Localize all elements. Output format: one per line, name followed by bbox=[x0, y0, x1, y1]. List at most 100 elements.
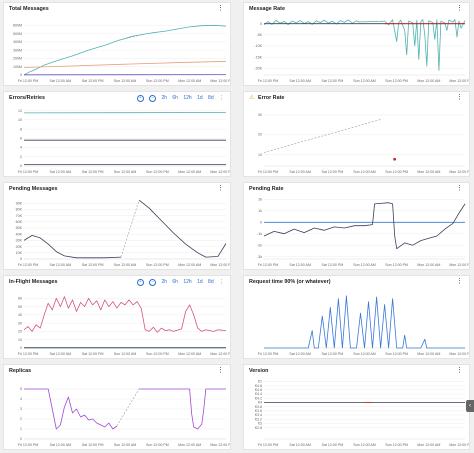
y-tick-label: €4.6 bbox=[255, 388, 262, 392]
panel-version: Version ⋮ €1 €4.8 €4.6 €4.4 €4.2 €4 €3.8 €3.6 €3… bbox=[243, 364, 470, 450]
y-tick-label: €4 bbox=[258, 401, 262, 405]
y-tick-label: €3.6 bbox=[255, 409, 262, 413]
y-tick-label: 30 bbox=[18, 321, 22, 325]
x-tick-label: Sun 12:00 AM bbox=[114, 79, 137, 83]
more-options-icon[interactable]: ⋮ bbox=[456, 5, 463, 12]
y-tick-label: 12 bbox=[18, 109, 22, 113]
range-8d[interactable]: 8d bbox=[208, 279, 214, 285]
x-tick-label: Sun 12:00 PM bbox=[385, 263, 408, 267]
y-tick-label: -15K bbox=[254, 55, 262, 59]
x-tick-label: Mon 12:00 AM bbox=[178, 79, 201, 83]
x-tick-label: Sat 12:00 PM bbox=[82, 79, 104, 83]
y-tick-label: €4.4 bbox=[255, 392, 262, 396]
series-line bbox=[263, 202, 466, 250]
y-tick-label: €3.2 bbox=[255, 417, 262, 421]
more-options-icon[interactable]: ⋮ bbox=[456, 278, 463, 285]
range-1d[interactable]: 1d bbox=[197, 279, 203, 285]
panel-pending-messages: Pending Messages ⋮ 0 10K 20K 30K 40K 50K 60K 70… bbox=[3, 182, 231, 270]
x-tick-label: Mon 12:00 PM bbox=[449, 79, 470, 83]
range-6h[interactable]: 6h bbox=[172, 279, 178, 285]
range-12h[interactable]: 12h bbox=[183, 279, 192, 285]
y-tick-label: 5 bbox=[20, 387, 22, 391]
y-tick-label: 6 bbox=[20, 137, 22, 141]
x-tick-label: Sun 12:00 PM bbox=[146, 170, 169, 174]
range-12h[interactable]: 12h bbox=[183, 95, 192, 101]
y-tick-label: €4.8 bbox=[255, 384, 262, 388]
x-tick-label: Fri 12:00 PM bbox=[258, 443, 279, 447]
panel-title: Errors/Retries bbox=[9, 95, 45, 101]
chart-replicas: 0 1 2 3 4 5 Fri 12:00 PM Sat 12:00 AM Sat 12:00 … bbox=[18, 387, 230, 447]
series-line bbox=[23, 60, 227, 68]
series-line bbox=[263, 19, 466, 71]
series-line bbox=[139, 388, 226, 430]
x-tick-label: Sun 12:00 AM bbox=[353, 443, 376, 447]
warning-icon: ⚠ bbox=[249, 95, 255, 101]
y-tick-label: 600M bbox=[13, 23, 22, 27]
range-8d[interactable]: 8d bbox=[208, 95, 214, 101]
panel-title: Error Rate bbox=[258, 95, 285, 101]
x-tick-label: Fri 12:00 PM bbox=[18, 263, 39, 267]
panel-title: Pending Messages bbox=[9, 186, 58, 192]
range-2h[interactable]: 2h bbox=[161, 95, 168, 101]
x-tick-label: Fri 12:00 PM bbox=[258, 79, 279, 83]
y-tick-label: 100M bbox=[13, 65, 22, 69]
x-tick-label: Sat 12:00 AM bbox=[289, 79, 311, 83]
y-tick-label: 500M bbox=[13, 32, 22, 36]
y-tick-label: 0 bbox=[20, 346, 22, 350]
zoom-out-icon[interactable]: − bbox=[149, 95, 157, 102]
zoom-out-icon[interactable]: − bbox=[149, 279, 157, 286]
x-tick-label: Sun 12:00 AM bbox=[353, 352, 376, 356]
y-tick-label: 200M bbox=[13, 57, 22, 61]
range-2h[interactable]: 2h bbox=[161, 279, 168, 285]
x-tick-label: Sat 12:00 AM bbox=[50, 263, 72, 267]
more-options-icon[interactable]: ⋮ bbox=[217, 5, 224, 12]
x-tick-label: Mon 12:00 AM bbox=[417, 443, 440, 447]
y-tick-label: 50K bbox=[16, 226, 23, 230]
y-tick-label: 20K bbox=[16, 245, 23, 249]
y-tick-label: 30 bbox=[258, 113, 262, 117]
y-tick-label: 0 bbox=[20, 73, 22, 77]
y-tick-label: 40K bbox=[16, 232, 23, 236]
y-tick-label: 30K bbox=[16, 239, 23, 243]
panel-title: In-Flight Messages bbox=[9, 279, 58, 285]
y-tick-label: 1 bbox=[20, 427, 22, 431]
range-1d[interactable]: 1d bbox=[197, 95, 203, 101]
panel-error-rate: ⚠ Error Rate ⋮ 10 20 30 Fri 12:00 PM Sat 12:… bbox=[243, 91, 470, 177]
x-tick-label: Mon 12:00 AM bbox=[178, 263, 201, 267]
more-options-icon[interactable]: ⋮ bbox=[219, 279, 224, 285]
x-tick-label: Mon 12:00 AM bbox=[417, 170, 440, 174]
more-options-icon[interactable]: ⋮ bbox=[217, 185, 224, 192]
x-tick-label: Sat 12:00 PM bbox=[321, 79, 343, 83]
y-tick-label: 0 bbox=[260, 220, 262, 224]
more-options-icon[interactable]: ⋮ bbox=[456, 185, 463, 192]
series-line bbox=[23, 24, 227, 76]
gap-line bbox=[118, 34, 144, 41]
x-tick-label: Mon 12:00 AM bbox=[417, 263, 440, 267]
more-options-icon[interactable]: ⋮ bbox=[456, 94, 463, 101]
x-tick-label: Sun 12:00 PM bbox=[385, 443, 408, 447]
y-tick-label: 50 bbox=[18, 305, 22, 309]
x-tick-label: Sat 12:00 PM bbox=[321, 170, 343, 174]
y-tick-label: 4 bbox=[20, 397, 22, 401]
zoom-in-icon[interactable]: + bbox=[136, 95, 144, 102]
y-tick-label: 0 bbox=[20, 257, 22, 261]
y-tick-label: 1k bbox=[258, 209, 262, 213]
x-tick-label: Fri 12:00 PM bbox=[258, 352, 279, 356]
y-tick-label: -1k bbox=[257, 232, 262, 236]
y-tick-label: 400M bbox=[13, 40, 22, 44]
y-tick-label: €3 bbox=[258, 422, 262, 426]
y-tick-label: 60 bbox=[18, 296, 22, 300]
panel-pending-rate: Pending Rate ⋮ 2k 1k 0 -1k -2k -3k Fri 12:00 P… bbox=[243, 182, 470, 270]
more-options-icon[interactable]: ⋮ bbox=[219, 95, 224, 101]
collapse-handle[interactable]: ‹ bbox=[466, 400, 474, 412]
chart-version: €1€4.8€4.6€4.4€4.2€4€3.8€3.6€3.4€3.2€3€2… bbox=[255, 380, 469, 447]
zoom-in-icon[interactable]: + bbox=[136, 279, 144, 286]
series-line bbox=[264, 295, 465, 349]
more-options-icon[interactable]: ⋮ bbox=[217, 367, 224, 374]
range-6h[interactable]: 6h bbox=[172, 95, 178, 101]
panel-title: Replicas bbox=[9, 368, 32, 374]
chart-error-rate: 10 20 30 Fri 12:00 PM Sat 12:00 AM Sat 12:00 … bbox=[258, 113, 469, 174]
x-tick-label: Sat 12:00 PM bbox=[82, 263, 104, 267]
panel-title: Request time 90% (or whatever) bbox=[249, 279, 331, 285]
more-options-icon[interactable]: ⋮ bbox=[456, 367, 463, 374]
